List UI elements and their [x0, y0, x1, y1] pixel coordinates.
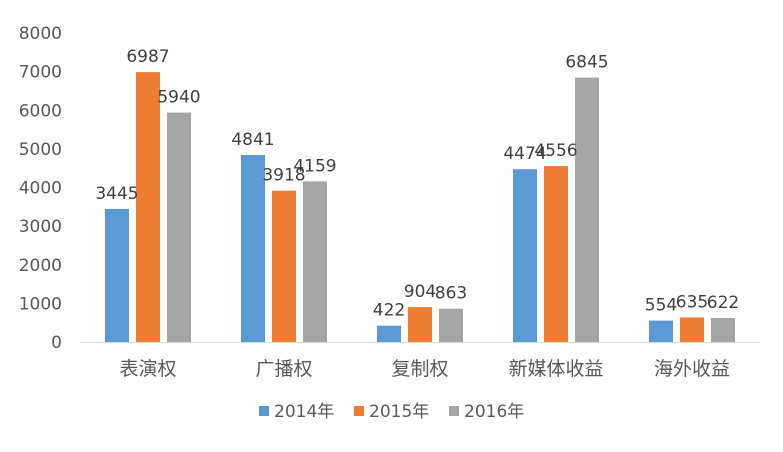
legend-swatch [354, 406, 364, 416]
bar [575, 77, 599, 342]
bar [544, 166, 568, 342]
y-tick-label: 5000 [19, 140, 62, 160]
data-label: 904 [404, 282, 436, 302]
data-label: 635 [676, 292, 708, 312]
data-label: 4159 [293, 156, 336, 176]
x-category-label: 复制权 [391, 358, 448, 380]
bar [649, 320, 673, 342]
legend-label: 2014年 [274, 402, 334, 422]
bar [513, 169, 537, 342]
data-label: 6987 [126, 47, 169, 67]
bars [105, 72, 735, 342]
y-tick-label: 1000 [19, 294, 62, 314]
data-label: 3918 [262, 166, 305, 186]
data-label: 6845 [565, 53, 608, 73]
data-label: 863 [435, 284, 467, 304]
data-label: 3445 [95, 184, 138, 204]
legend-swatch [259, 406, 269, 416]
bar [105, 208, 129, 342]
y-tick-label: 4000 [19, 179, 62, 199]
bar [377, 325, 401, 342]
bar [303, 181, 327, 342]
y-tick-label: 0 [51, 333, 62, 353]
x-category-label: 新媒体收益 [508, 358, 603, 380]
bar [167, 112, 191, 342]
legend-swatch [449, 406, 459, 416]
data-label: 4841 [231, 130, 274, 150]
bar [408, 307, 432, 342]
data-label: 554 [645, 296, 677, 316]
data-label: 4474 [503, 144, 546, 164]
bar [680, 317, 704, 342]
x-axis: 表演权 广播权 复制权 新媒体收益 海外收益 [80, 342, 760, 380]
data-label: 422 [373, 301, 405, 321]
data-label: 4556 [534, 141, 577, 161]
bar [136, 72, 160, 342]
bar [439, 308, 463, 342]
legend: 2014年 2015年 2016年 [259, 402, 524, 422]
x-category-label: 表演权 [119, 358, 176, 380]
y-axis: 0 1000 2000 3000 4000 5000 6000 7000 8000 [19, 24, 62, 353]
bar [272, 190, 296, 342]
y-tick-label: 7000 [19, 63, 62, 83]
data-label: 622 [707, 293, 739, 313]
data-label: 5940 [157, 88, 200, 108]
y-tick-label: 8000 [19, 24, 62, 44]
y-tick-label: 2000 [19, 256, 62, 276]
y-tick-label: 6000 [19, 101, 62, 121]
legend-label: 2015年 [369, 402, 429, 422]
y-tick-label: 3000 [19, 217, 62, 237]
bar [711, 317, 735, 342]
x-category-label: 广播权 [255, 358, 312, 380]
bar [241, 155, 265, 342]
legend-label: 2016年 [464, 402, 524, 422]
x-category-label: 海外收益 [654, 358, 730, 380]
